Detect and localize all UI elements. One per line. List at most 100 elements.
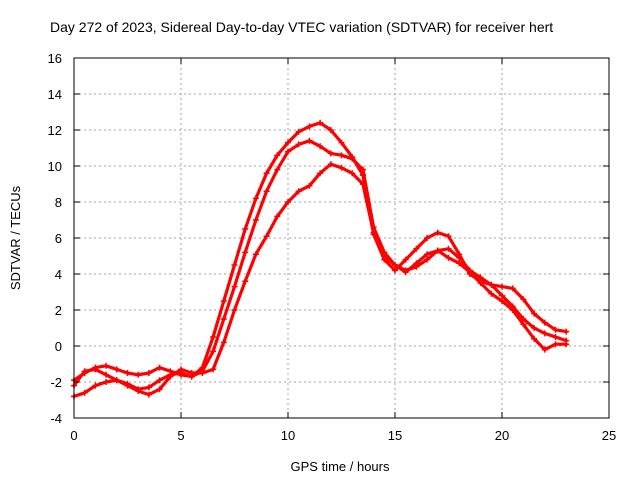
data-point <box>434 229 441 236</box>
data-point <box>349 155 356 162</box>
data-point <box>188 370 195 376</box>
series-track-3 <box>71 161 366 398</box>
data-point <box>338 152 345 159</box>
data-point <box>456 254 463 261</box>
data-point <box>156 364 163 371</box>
series-layer <box>71 119 570 400</box>
data-point <box>156 377 163 384</box>
data-point <box>178 366 184 373</box>
data-point <box>520 316 527 322</box>
x-axis-label: GPS time / hours <box>291 459 390 474</box>
data-point <box>103 379 110 385</box>
data-point <box>488 281 495 288</box>
y-tick-label: 10 <box>48 159 62 174</box>
data-point <box>445 245 452 252</box>
data-point <box>231 307 238 313</box>
data-point <box>359 166 366 173</box>
data-point <box>113 366 120 373</box>
data-point <box>210 334 217 340</box>
data-point <box>220 339 227 346</box>
y-tick-label: -4 <box>50 411 62 426</box>
data-point <box>145 384 152 391</box>
data-point <box>563 341 570 348</box>
data-point <box>263 170 270 177</box>
data-point <box>434 247 441 254</box>
y-tick-label: 8 <box>55 195 62 210</box>
data-point <box>402 256 409 263</box>
data-point <box>509 307 516 313</box>
data-point <box>477 274 484 281</box>
data-point <box>145 370 152 376</box>
data-point <box>338 139 345 146</box>
data-point <box>295 128 302 135</box>
data-point <box>381 253 388 259</box>
data-point <box>242 249 249 256</box>
data-point <box>317 143 324 150</box>
data-point <box>531 310 538 317</box>
data-point <box>520 321 527 328</box>
data-point <box>552 341 559 348</box>
data-point <box>285 139 291 146</box>
data-point <box>220 316 227 322</box>
data-point <box>317 119 324 126</box>
data-point <box>402 267 409 274</box>
y-tick-label: 6 <box>55 231 62 246</box>
y-axis-label: SDTVAR / TECUs <box>8 185 23 290</box>
x-tick-label: 20 <box>495 428 509 443</box>
data-point <box>413 263 420 270</box>
data-point <box>306 137 313 144</box>
y-tick-label: 12 <box>48 123 62 138</box>
data-point <box>306 182 313 189</box>
data-point <box>338 164 345 171</box>
data-point <box>252 251 259 258</box>
data-point <box>499 283 505 290</box>
data-point <box>103 371 110 378</box>
data-point <box>349 170 356 177</box>
data-point <box>220 298 227 304</box>
x-tick-label: 15 <box>388 428 402 443</box>
data-point <box>231 262 238 268</box>
data-point <box>295 141 302 148</box>
data-point <box>541 346 548 353</box>
data-point <box>552 326 559 333</box>
data-point <box>541 330 548 337</box>
data-point <box>327 127 334 133</box>
data-point <box>242 278 249 285</box>
data-point <box>424 256 431 263</box>
data-point <box>274 166 281 173</box>
data-point <box>327 161 334 168</box>
series-track-1 <box>71 119 366 384</box>
data-point <box>424 251 431 258</box>
x-tick-label: 10 <box>281 428 295 443</box>
data-point <box>113 377 120 384</box>
data-point <box>392 267 398 274</box>
data-point <box>274 213 281 220</box>
data-point <box>359 181 366 187</box>
series-line <box>361 182 568 352</box>
series-track-6 <box>359 181 570 353</box>
data-point <box>92 382 99 389</box>
y-tick-label: 4 <box>55 267 62 282</box>
series-line <box>72 162 365 397</box>
data-point <box>285 148 291 155</box>
data-point <box>295 188 302 195</box>
data-point <box>252 195 259 202</box>
data-point <box>81 389 88 396</box>
data-point <box>509 285 516 292</box>
data-point <box>124 382 131 389</box>
data-point <box>488 290 495 297</box>
data-point <box>167 373 174 380</box>
data-point <box>252 217 259 223</box>
data-point <box>124 370 131 376</box>
data-point <box>145 391 152 398</box>
tick-layer: 0 5 10 15 20 25 -4 -2 0 2 4 6 8 10 12 14 16 <box>48 51 617 443</box>
y-tick-label: 16 <box>48 51 62 66</box>
data-point <box>274 152 281 159</box>
chart-title: Day 272 of 2023, Sidereal Day-to-day VTE… <box>50 19 553 35</box>
y-tick-label: 0 <box>55 339 62 354</box>
data-point <box>456 260 463 267</box>
grid-layer <box>74 58 609 418</box>
data-point <box>263 233 270 240</box>
data-point <box>552 334 559 340</box>
